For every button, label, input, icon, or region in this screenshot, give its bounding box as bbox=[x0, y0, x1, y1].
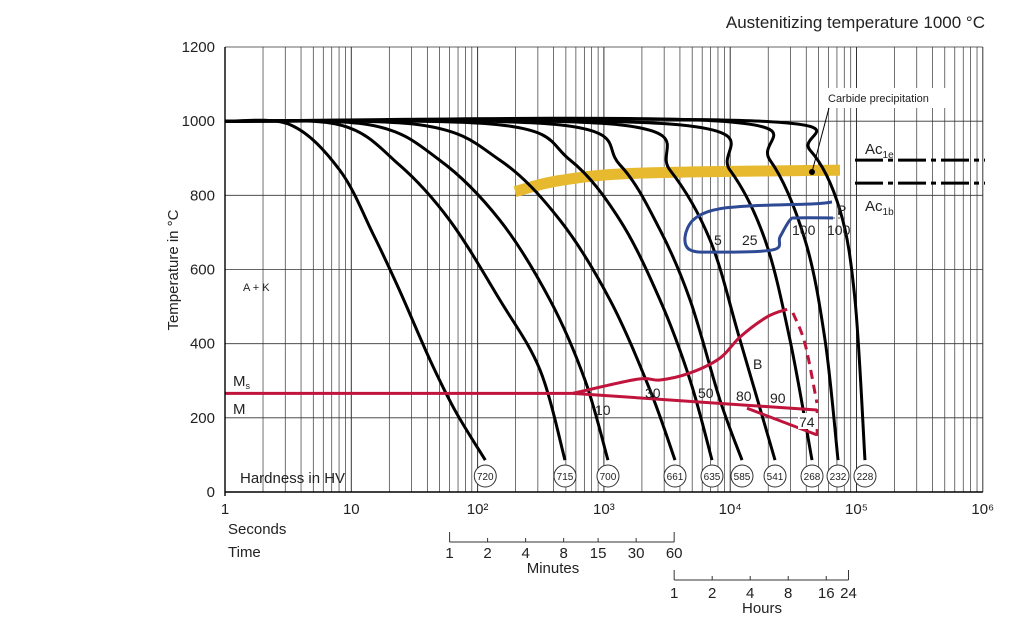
ac1b-label: Ac1b bbox=[865, 198, 894, 218]
phase-lines bbox=[225, 158, 985, 437]
minutes-tick-label: 30 bbox=[628, 545, 645, 562]
pearlite-pct-25: 25 bbox=[742, 232, 758, 248]
bainite-pct-30: 30 bbox=[645, 385, 661, 401]
y-tick-label: 400 bbox=[190, 336, 215, 353]
hours-tick-label: 8 bbox=[784, 585, 792, 602]
carbide-leader-line bbox=[811, 107, 830, 173]
minutes-tick-label: 8 bbox=[559, 545, 567, 562]
cooling-curve-228 bbox=[224, 117, 867, 461]
hours-tick-label: 2 bbox=[708, 585, 716, 602]
y-tick-label: 800 bbox=[190, 187, 215, 204]
bainite-dashed-boundary bbox=[791, 312, 819, 404]
y-tick-label: 200 bbox=[190, 410, 215, 427]
seconds-label: Seconds bbox=[228, 521, 286, 538]
y-axis-label: Temperature in °C bbox=[165, 209, 182, 330]
hardness-markers: 720 715 700 661 635 585 541 268 232 228 bbox=[473, 464, 877, 488]
hardness-value: 720 bbox=[477, 472, 494, 483]
martensite-end-label: 74 bbox=[799, 414, 815, 430]
x-tick-label: 10⁴ bbox=[719, 501, 742, 518]
chart-title: Austenitizing temperature 1000 °C bbox=[726, 13, 985, 32]
pearlite-pct-100b: 100 bbox=[827, 222, 851, 238]
y-tick-label: 1000 bbox=[182, 113, 215, 130]
grid bbox=[224, 46, 984, 493]
ms-label: Ms bbox=[233, 373, 251, 391]
m-label: M bbox=[233, 401, 246, 418]
hardness-circle bbox=[826, 464, 850, 488]
hours-tick-label: 1 bbox=[670, 585, 678, 602]
bainite-label: B bbox=[753, 356, 762, 372]
hours-tick-label: 24 bbox=[840, 585, 857, 602]
cooling-curves bbox=[224, 116, 867, 461]
phase-label-a-k: A + K bbox=[243, 282, 270, 294]
bainite-pct-10: 10 bbox=[595, 402, 611, 418]
y-tick-label: 600 bbox=[190, 262, 215, 279]
hardness-value: 268 bbox=[804, 472, 821, 483]
axes: 0 200 400 600 800 1000 1200 1 10 10² 10³ 10⁴ 10⁵ 10⁶ 1… bbox=[182, 39, 995, 602]
pearlite-label: P bbox=[837, 202, 846, 218]
hardness-label: Hardness in HV bbox=[240, 470, 345, 487]
cooling-curve-720 bbox=[224, 118, 487, 461]
x-tick-label: 1 bbox=[221, 501, 229, 518]
hours-tick-label: 4 bbox=[746, 585, 754, 602]
x-tick-label: 10³ bbox=[593, 501, 615, 518]
bainite-pct-80: 80 bbox=[736, 388, 752, 404]
cooling-curve-700 bbox=[224, 119, 610, 461]
hardness-circle bbox=[853, 464, 877, 488]
carbide-label: Carbide precipitation bbox=[823, 88, 947, 108]
carbide-dot bbox=[809, 169, 815, 175]
hardness-circle bbox=[800, 464, 824, 488]
time-label: Time bbox=[228, 544, 261, 561]
minutes-tick-label: 15 bbox=[590, 545, 607, 562]
hardness-value: 541 bbox=[767, 472, 784, 483]
hardness-value: 585 bbox=[734, 472, 751, 483]
hardness-value: 715 bbox=[557, 472, 574, 483]
pearlite-pct-100a: 100 bbox=[792, 222, 816, 238]
hours-label: Hours bbox=[742, 600, 782, 617]
hardness-circle bbox=[663, 464, 687, 488]
bainite-start-curve bbox=[572, 307, 788, 395]
pearlite-pct-5: 5 bbox=[714, 232, 722, 248]
ac1e-label: Ac1e bbox=[865, 141, 894, 161]
hardness-value: 232 bbox=[830, 472, 847, 483]
minutes-tick-label: 60 bbox=[666, 545, 683, 562]
bainite-pct-90: 90 bbox=[770, 390, 786, 406]
minutes-tick-label: 4 bbox=[521, 545, 529, 562]
minutes-label: Minutes bbox=[527, 560, 580, 577]
hardness-value: 635 bbox=[704, 472, 721, 483]
hardness-circle bbox=[730, 464, 754, 488]
x-tick-label: 10 bbox=[343, 501, 360, 518]
hardness-circle bbox=[596, 464, 620, 488]
hardness-value: 228 bbox=[857, 472, 874, 483]
hardness-circle bbox=[763, 464, 787, 488]
martensite-lower-branch bbox=[746, 406, 818, 437]
hardness-circle bbox=[473, 464, 497, 488]
x-tick-label: 10² bbox=[467, 501, 489, 518]
minutes-tick-label: 2 bbox=[483, 545, 491, 562]
hardness-circle bbox=[700, 464, 724, 488]
svg-text:Carbide precipitation: Carbide precipitation bbox=[828, 93, 929, 105]
x-tick-label: 10⁵ bbox=[845, 501, 868, 518]
cooling-curve-715 bbox=[224, 119, 567, 461]
hours-tick-label: 16 bbox=[818, 585, 835, 602]
hardness-value: 700 bbox=[600, 472, 617, 483]
minutes-tick-label: 1 bbox=[445, 545, 453, 562]
martensite-start-line bbox=[225, 391, 818, 412]
hardness-circle bbox=[553, 464, 577, 488]
bainite-pct-50: 50 bbox=[698, 385, 714, 401]
hardness-value: 661 bbox=[667, 472, 684, 483]
pearlite-region-outline bbox=[683, 200, 834, 254]
x-tick-label: 10⁶ bbox=[971, 501, 994, 518]
y-tick-label: 0 bbox=[207, 484, 215, 501]
y-tick-label: 1200 bbox=[182, 39, 215, 56]
